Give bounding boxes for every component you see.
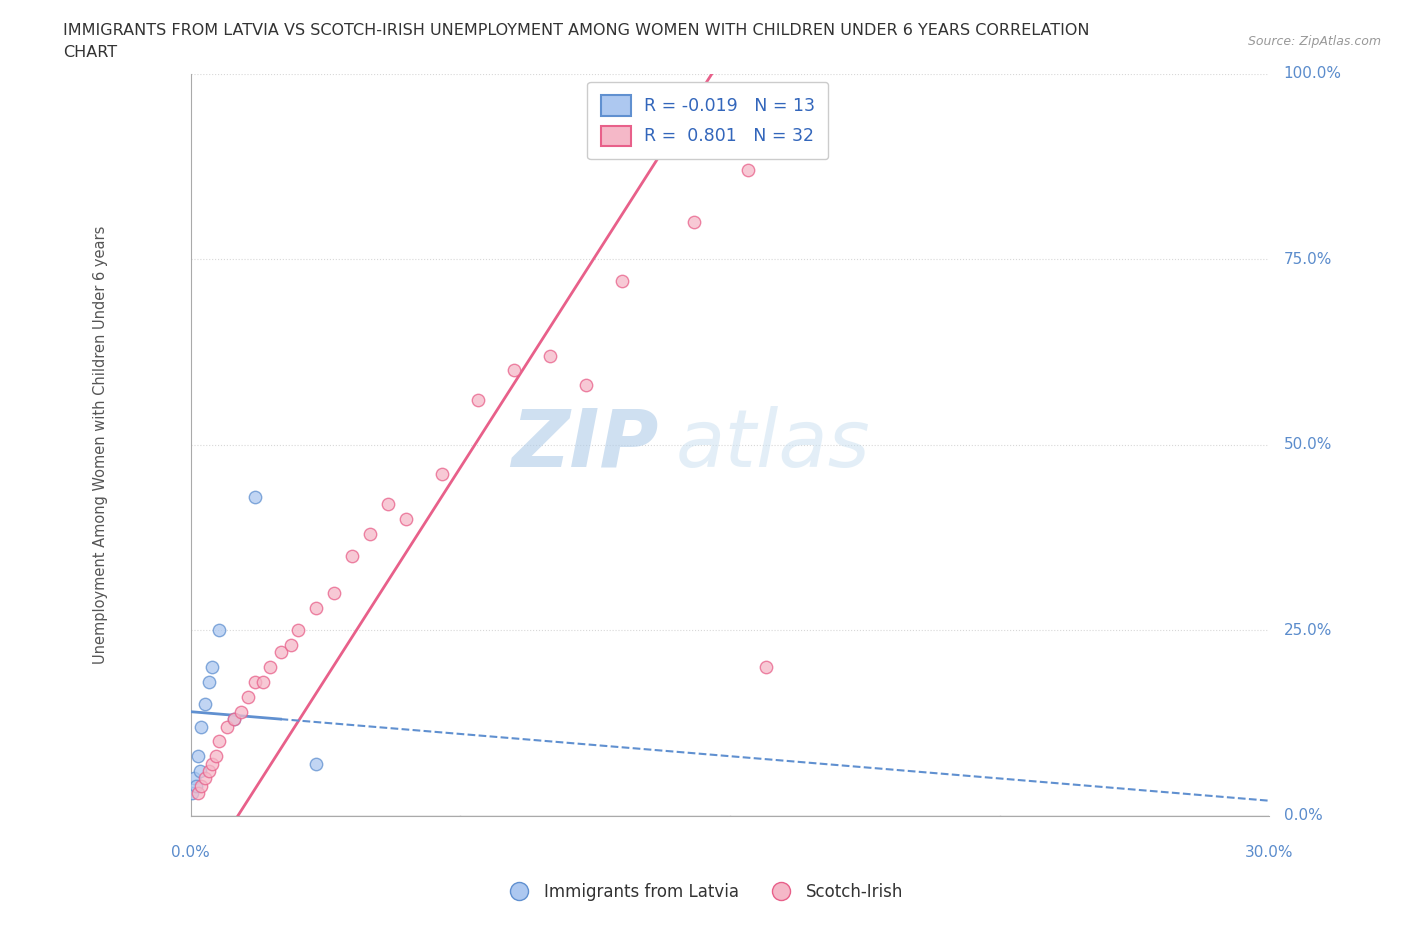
Point xyxy=(188,764,211,778)
Point xyxy=(432,467,454,482)
Point xyxy=(323,586,346,601)
Point xyxy=(245,489,267,504)
Point xyxy=(305,601,328,616)
Point xyxy=(377,497,399,512)
Point xyxy=(194,771,217,786)
Text: atlas: atlas xyxy=(676,405,870,484)
Point xyxy=(222,711,245,726)
Text: Unemployment Among Women with Children Under 6 years: Unemployment Among Women with Children U… xyxy=(93,225,108,664)
Point xyxy=(190,719,212,734)
Point xyxy=(287,623,309,638)
Point xyxy=(222,711,245,726)
Point xyxy=(259,659,281,674)
Legend: R = -0.019   N = 13, R =  0.801   N = 32: R = -0.019 N = 13, R = 0.801 N = 32 xyxy=(588,82,828,159)
Point xyxy=(610,274,633,289)
Text: 25.0%: 25.0% xyxy=(1284,622,1331,638)
Point xyxy=(270,644,292,659)
Point xyxy=(208,734,231,749)
Point xyxy=(467,392,489,407)
Text: 50.0%: 50.0% xyxy=(1284,437,1331,452)
Point xyxy=(201,756,224,771)
Text: 75.0%: 75.0% xyxy=(1284,252,1331,267)
Point xyxy=(190,778,212,793)
Point xyxy=(342,549,364,564)
Text: 0.0%: 0.0% xyxy=(172,845,209,860)
Point xyxy=(575,378,598,392)
Point xyxy=(305,756,328,771)
Point xyxy=(215,719,238,734)
Point xyxy=(201,659,224,674)
Point xyxy=(184,778,207,793)
Text: ZIP: ZIP xyxy=(510,405,658,484)
Text: 0.0%: 0.0% xyxy=(1284,808,1323,823)
Point xyxy=(183,771,205,786)
Point xyxy=(538,348,561,363)
Point xyxy=(181,786,204,801)
Point xyxy=(187,749,209,764)
Legend: Immigrants from Latvia, Scotch-Irish: Immigrants from Latvia, Scotch-Irish xyxy=(496,876,910,908)
Text: IMMIGRANTS FROM LATVIA VS SCOTCH-IRISH UNEMPLOYMENT AMONG WOMEN WITH CHILDREN UN: IMMIGRANTS FROM LATVIA VS SCOTCH-IRISH U… xyxy=(63,23,1090,38)
Text: 100.0%: 100.0% xyxy=(1284,66,1341,81)
Point xyxy=(280,637,302,652)
Text: 30.0%: 30.0% xyxy=(1244,845,1294,860)
Text: Source: ZipAtlas.com: Source: ZipAtlas.com xyxy=(1247,35,1381,48)
Point xyxy=(737,163,759,178)
Point xyxy=(197,764,219,778)
Point xyxy=(503,363,526,378)
Point xyxy=(238,689,260,704)
Point xyxy=(359,526,381,541)
Point xyxy=(197,674,219,689)
Point xyxy=(194,697,217,711)
Point xyxy=(208,623,231,638)
Point xyxy=(229,704,252,719)
Point xyxy=(187,786,209,801)
Point xyxy=(204,749,226,764)
Point xyxy=(683,215,706,230)
Text: CHART: CHART xyxy=(63,45,117,60)
Point xyxy=(245,674,267,689)
Point xyxy=(755,659,778,674)
Point xyxy=(252,674,274,689)
Point xyxy=(395,512,418,526)
